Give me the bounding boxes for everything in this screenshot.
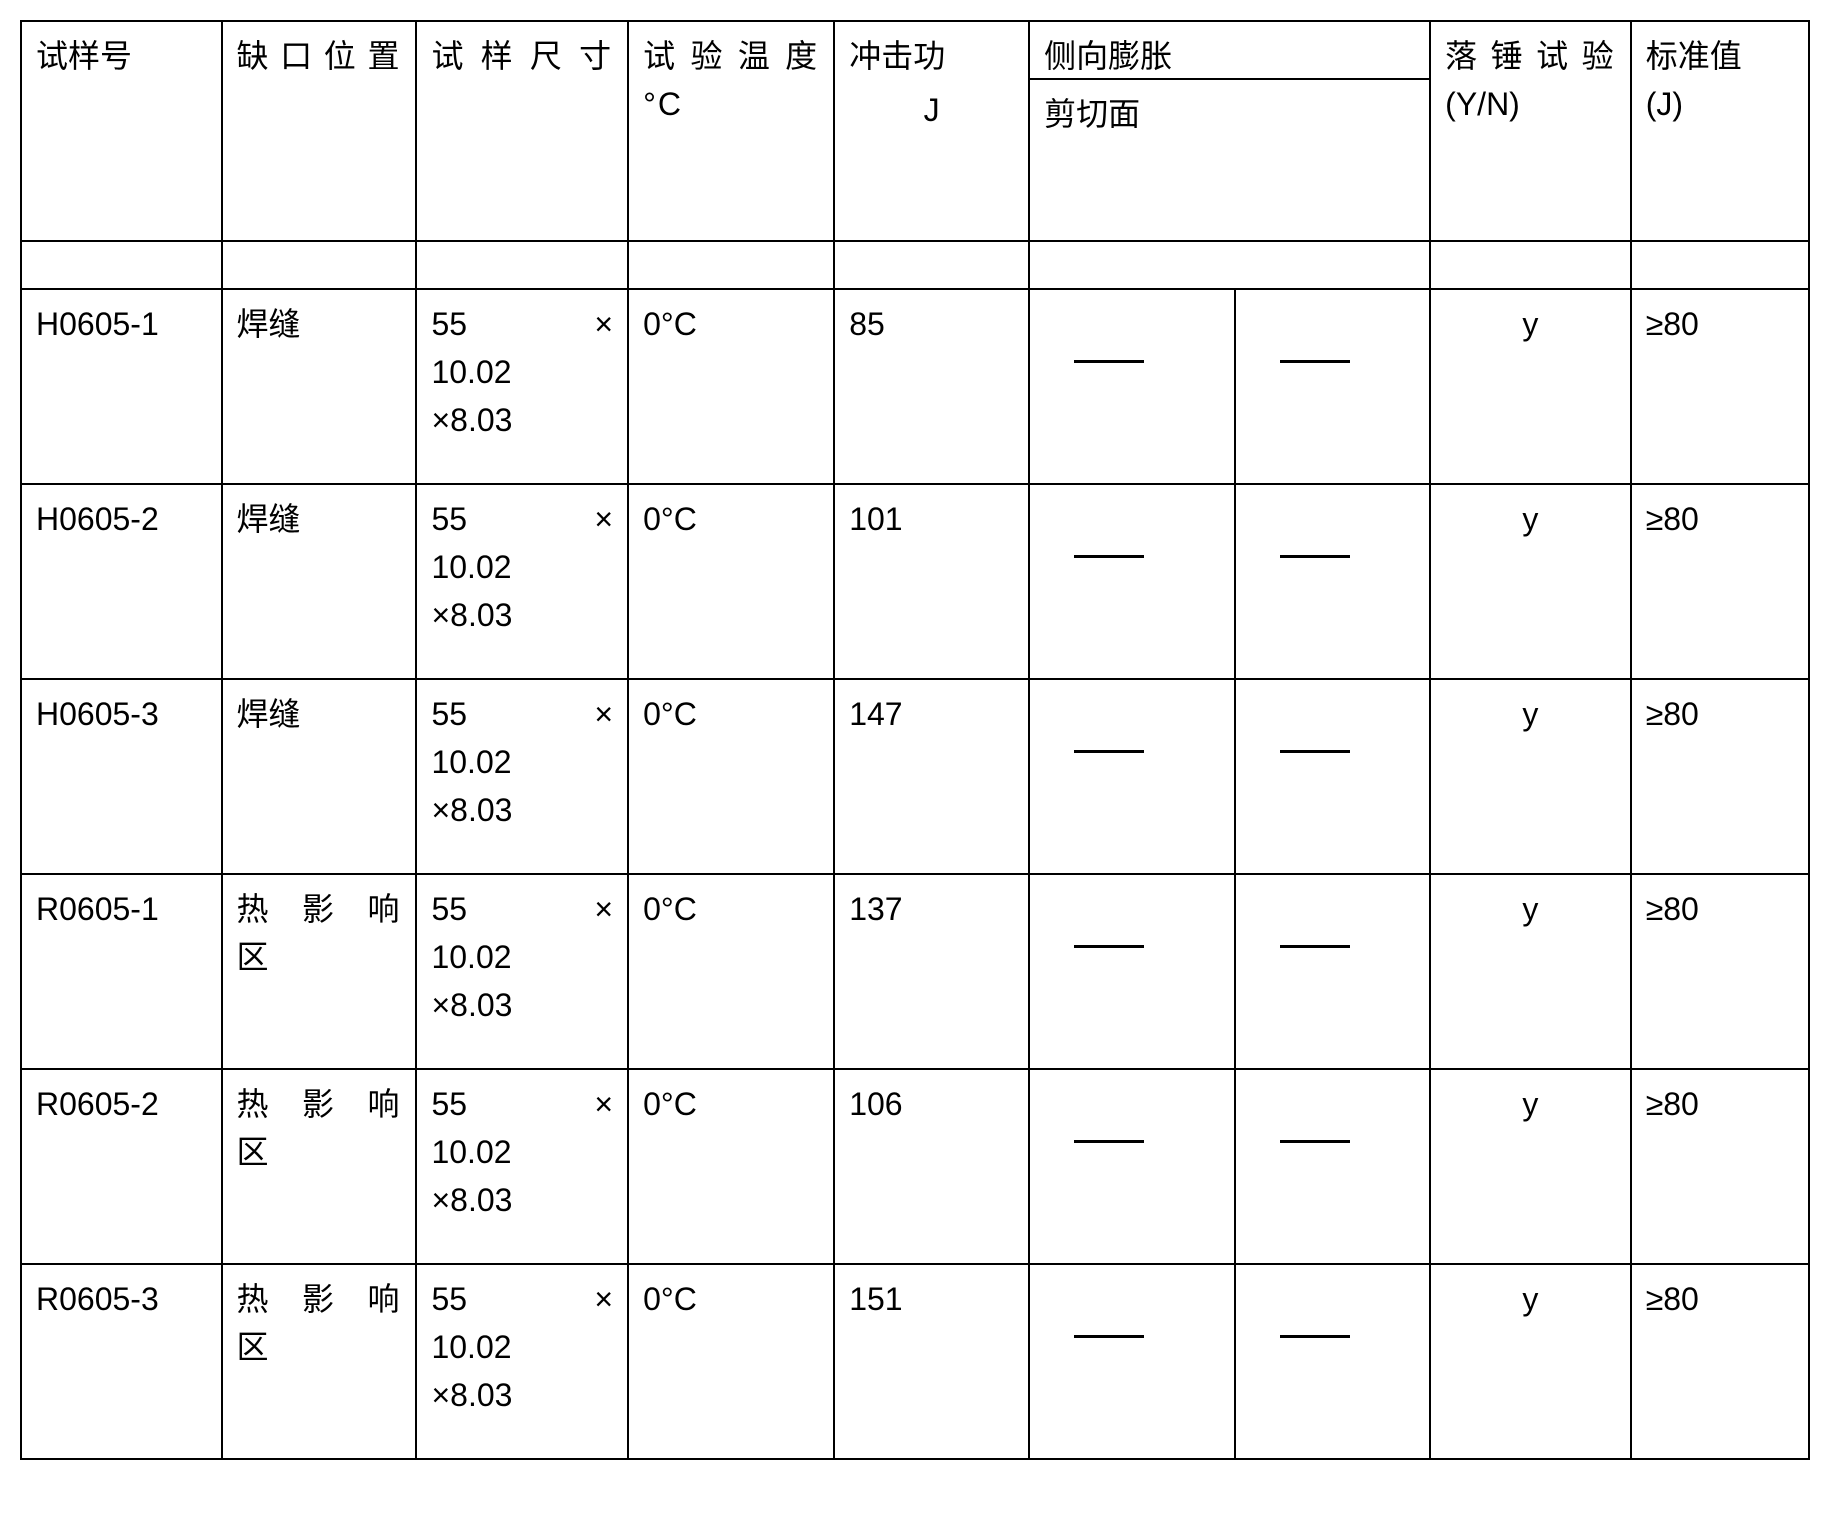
col-header-drop: 落锤试验 (Y/N) bbox=[1430, 21, 1631, 241]
cell-expand-a bbox=[1029, 289, 1235, 484]
cell-expand-a bbox=[1029, 1264, 1235, 1459]
cell-sample: H0605-2 bbox=[21, 484, 222, 679]
cell-position: 热影响区 bbox=[222, 1069, 417, 1264]
table-header-row: 试样号 缺口位置 试样尺寸 试验温度 °C 冲击功 J 侧向膨胀 剪切面 落锤试… bbox=[21, 21, 1809, 241]
cell-std: ≥80 bbox=[1631, 1069, 1809, 1264]
cell-position: 焊缝 bbox=[222, 679, 417, 874]
dash-icon bbox=[1074, 945, 1144, 948]
dash-icon bbox=[1280, 555, 1350, 558]
cell-drop: y bbox=[1430, 679, 1631, 874]
col-header-energy: 冲击功 J bbox=[834, 21, 1029, 241]
cell-temp: 0°C bbox=[628, 1264, 834, 1459]
cell-sample: R0605-2 bbox=[21, 1069, 222, 1264]
cell-position: 焊缝 bbox=[222, 289, 417, 484]
cell-sample: H0605-1 bbox=[21, 289, 222, 484]
table-row: R0605-3 热影响区 55× 10.02×8.03 0°C 151 y ≥8… bbox=[21, 1264, 1809, 1459]
cell-drop: y bbox=[1430, 289, 1631, 484]
col-header-expansion: 侧向膨胀 剪切面 bbox=[1029, 21, 1430, 241]
cell-expand-b bbox=[1235, 679, 1430, 874]
cell-expand-b bbox=[1235, 874, 1430, 1069]
dash-icon bbox=[1280, 1335, 1350, 1338]
drop-label: 落锤试验 bbox=[1445, 32, 1616, 80]
col-header-sample: 试样号 bbox=[21, 21, 222, 241]
cell-size: 55× 10.02×8.03 bbox=[416, 289, 628, 484]
cell-size: 55× 10.02×8.03 bbox=[416, 874, 628, 1069]
dash-icon bbox=[1280, 360, 1350, 363]
cell-size: 55× 10.02×8.03 bbox=[416, 484, 628, 679]
dash-icon bbox=[1074, 1140, 1144, 1143]
cell-sample: H0605-3 bbox=[21, 679, 222, 874]
cell-std: ≥80 bbox=[1631, 484, 1809, 679]
cell-drop: y bbox=[1430, 1264, 1631, 1459]
table-spacer-row bbox=[21, 241, 1809, 289]
cell-std: ≥80 bbox=[1631, 289, 1809, 484]
dash-icon bbox=[1280, 1140, 1350, 1143]
cell-sample: R0605-3 bbox=[21, 1264, 222, 1459]
table-body: H0605-1 焊缝 55× 10.02×8.03 0°C 85 y ≥80 H… bbox=[21, 289, 1809, 1459]
cell-std: ≥80 bbox=[1631, 679, 1809, 874]
cell-temp: 0°C bbox=[628, 1069, 834, 1264]
dash-icon bbox=[1074, 750, 1144, 753]
dash-icon bbox=[1074, 360, 1144, 363]
cell-temp: 0°C bbox=[628, 679, 834, 874]
cell-expand-a bbox=[1029, 484, 1235, 679]
cell-expand-b bbox=[1235, 289, 1430, 484]
table-row: R0605-1 热影响区 55× 10.02×8.03 0°C 137 y ≥8… bbox=[21, 874, 1809, 1069]
cell-drop: y bbox=[1430, 484, 1631, 679]
cell-expand-b bbox=[1235, 484, 1430, 679]
cell-energy: 137 bbox=[834, 874, 1029, 1069]
std-sub-label: (J) bbox=[1646, 86, 1683, 122]
cell-sample: R0605-1 bbox=[21, 874, 222, 1069]
cell-expand-a bbox=[1029, 679, 1235, 874]
cell-std: ≥80 bbox=[1631, 874, 1809, 1069]
dash-icon bbox=[1280, 945, 1350, 948]
dash-icon bbox=[1280, 750, 1350, 753]
cell-expand-b bbox=[1235, 1069, 1430, 1264]
col-header-std: 标准值 (J) bbox=[1631, 21, 1809, 241]
table-row: H0605-2 焊缝 55× 10.02×8.03 0°C 101 y ≥80 bbox=[21, 484, 1809, 679]
col-header-temp: 试验温度 °C bbox=[628, 21, 834, 241]
cell-energy: 101 bbox=[834, 484, 1029, 679]
cell-energy: 106 bbox=[834, 1069, 1029, 1264]
energy-unit: J bbox=[849, 86, 1014, 134]
cell-position: 热影响区 bbox=[222, 874, 417, 1069]
cell-expand-a bbox=[1029, 874, 1235, 1069]
table-row: H0605-3 焊缝 55× 10.02×8.03 0°C 147 y ≥80 bbox=[21, 679, 1809, 874]
cell-size: 55× 10.02×8.03 bbox=[416, 679, 628, 874]
table-row: H0605-1 焊缝 55× 10.02×8.03 0°C 85 y ≥80 bbox=[21, 289, 1809, 484]
impact-test-table: 试样号 缺口位置 试样尺寸 试验温度 °C 冲击功 J 侧向膨胀 剪切面 落锤试… bbox=[20, 20, 1810, 1460]
col-header-size: 试样尺寸 bbox=[416, 21, 628, 241]
cell-drop: y bbox=[1430, 1069, 1631, 1264]
cell-drop: y bbox=[1430, 874, 1631, 1069]
drop-sub-label: (Y/N) bbox=[1445, 86, 1520, 122]
cell-position: 热影响区 bbox=[222, 1264, 417, 1459]
std-label: 标准值 bbox=[1646, 38, 1742, 74]
cell-energy: 85 bbox=[834, 289, 1029, 484]
cell-energy: 147 bbox=[834, 679, 1029, 874]
cell-size: 55× 10.02×8.03 bbox=[416, 1264, 628, 1459]
cell-size: 55× 10.02×8.03 bbox=[416, 1069, 628, 1264]
cell-temp: 0°C bbox=[628, 484, 834, 679]
cell-std: ≥80 bbox=[1631, 1264, 1809, 1459]
cell-temp: 0°C bbox=[628, 874, 834, 1069]
table-row: R0605-2 热影响区 55× 10.02×8.03 0°C 106 y ≥8… bbox=[21, 1069, 1809, 1264]
cell-energy: 151 bbox=[834, 1264, 1029, 1459]
dash-icon bbox=[1074, 1335, 1144, 1338]
expansion-bottom-label: 剪切面 bbox=[1030, 80, 1429, 148]
energy-label: 冲击功 bbox=[849, 38, 945, 74]
cell-position: 焊缝 bbox=[222, 484, 417, 679]
cell-temp: 0°C bbox=[628, 289, 834, 484]
col-header-position: 缺口位置 bbox=[222, 21, 417, 241]
dash-icon bbox=[1074, 555, 1144, 558]
expansion-top-label: 侧向膨胀 bbox=[1030, 22, 1429, 80]
cell-expand-a bbox=[1029, 1069, 1235, 1264]
cell-expand-b bbox=[1235, 1264, 1430, 1459]
